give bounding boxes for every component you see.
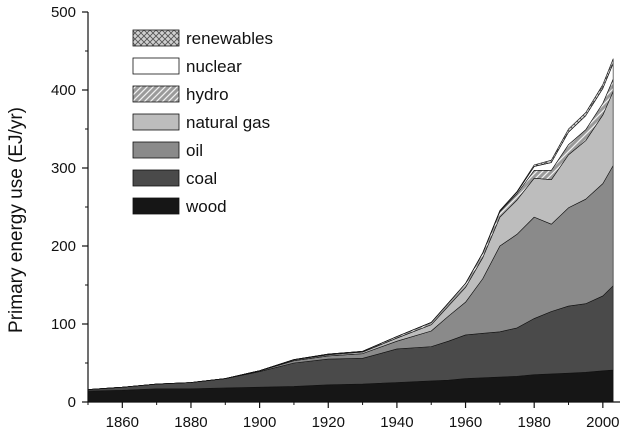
legend-label-coal: coal xyxy=(186,169,217,188)
x-tick-label: 1900 xyxy=(243,414,276,431)
legend-swatch-oil xyxy=(132,141,180,159)
y-axis-title: Primary energy use (EJ/yr) xyxy=(6,107,27,333)
legend-label-wood: wood xyxy=(185,197,227,216)
area-renewables xyxy=(87,58,614,390)
x-tick-label: 1880 xyxy=(174,414,207,431)
legend-swatch-wood xyxy=(132,197,180,215)
ticks-layer: 0 100 200 300 400 500 1860 1880 1900 1920 1940 1960… xyxy=(51,4,620,431)
legend-label-nuclear: nuclear xyxy=(186,57,242,76)
legend-label-renewables: renewables xyxy=(186,29,273,48)
legend-swatch-coal xyxy=(132,169,180,187)
x-tick-label: 1860 xyxy=(106,414,139,431)
x-tick-label: 1940 xyxy=(380,414,413,431)
y-tick-label: 400 xyxy=(51,82,76,99)
x-tick-label: 1920 xyxy=(312,414,345,431)
y-tick-label: 300 xyxy=(51,160,76,177)
x-tick-label: 1980 xyxy=(518,414,551,431)
legend-swatch-natural-gas xyxy=(132,113,180,131)
y-tick-label: 0 xyxy=(68,394,76,411)
y-tick-label: 500 xyxy=(51,4,76,21)
areas-layer xyxy=(87,58,614,403)
x-tick-label: 2000 xyxy=(586,414,619,431)
legend-swatch-renewables xyxy=(132,29,180,47)
y-tick-label: 100 xyxy=(51,316,76,333)
legend-swatch-hydro xyxy=(132,85,180,103)
legend-label-hydro: hydro xyxy=(186,85,229,104)
legend-label-natural-gas: natural gas xyxy=(186,113,270,132)
x-tick-label: 1960 xyxy=(449,414,482,431)
y-tick-label: 200 xyxy=(51,238,76,255)
legend-label-oil: oil xyxy=(186,141,203,160)
legend-swatch-nuclear xyxy=(132,57,180,75)
legend: renewables nuclear hydro natural gas oil coal… xyxy=(132,29,273,216)
